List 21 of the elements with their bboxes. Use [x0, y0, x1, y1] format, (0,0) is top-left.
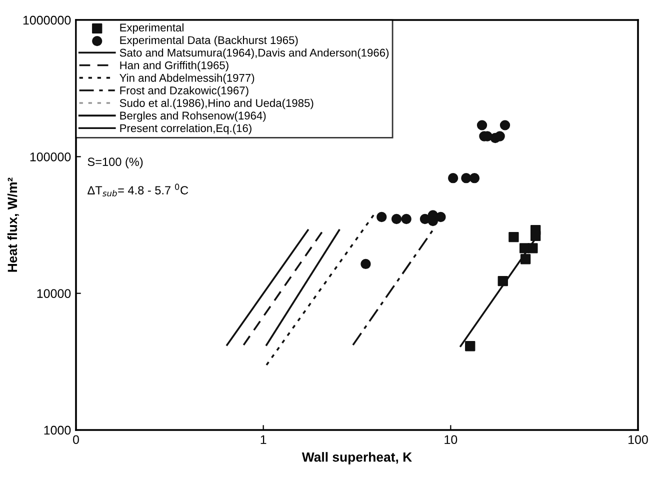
legend-label: Experimental Data (Backhurst 1965): [120, 36, 298, 46]
y-tick-label: 1000: [44, 426, 71, 435]
x-tick-label: 0: [73, 435, 79, 444]
legend-label: Yin and Abdelmessih(1977): [120, 74, 254, 84]
annotation: ΔT$_{sub}$= 4.8 - 5.7 $^{0}$C: [88, 184, 188, 196]
x-tick-label: 1: [260, 435, 266, 444]
x-tick-label: 10: [444, 435, 458, 444]
legend-label: Frost and Dzakowic(1967): [120, 86, 248, 97]
y-tick-label: 10000: [37, 289, 71, 298]
y-axis-title: Heat flux, W/m²: [7, 178, 20, 272]
y-tick-label: 100000: [30, 152, 71, 162]
y-tick-label: 1000000: [23, 16, 71, 25]
x-axis-title: Wall superheat, K: [302, 452, 412, 464]
legend-label: Present correlation,Eq.(16): [120, 124, 252, 134]
legend-label: Sato and Matsumura(1964),Davis and Anderson(1966): [120, 48, 389, 59]
legend-label: Sudo et al.(1986),Hino and Ueda(1985): [120, 98, 314, 110]
x-tick-label: 100: [628, 435, 648, 444]
legend-label: Bergles and Rohsenow(1964): [120, 111, 266, 122]
legend-label: Experimental: [120, 23, 184, 34]
annotation: S=100 (%): [88, 157, 143, 168]
legend-label: Han and Griffith(1965): [120, 61, 228, 72]
